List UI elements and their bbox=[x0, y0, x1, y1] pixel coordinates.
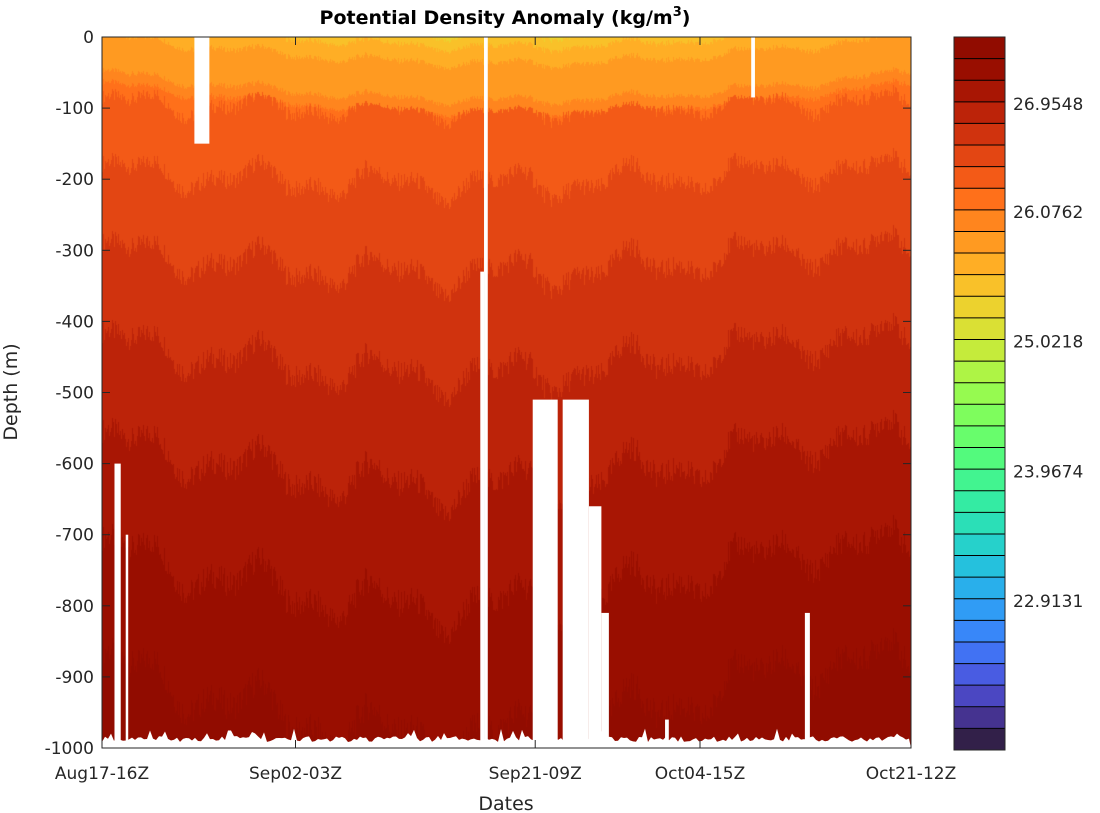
missing-data-gap-9 bbox=[665, 719, 669, 748]
colorbar-level bbox=[954, 296, 1005, 319]
missing-data-gap-5 bbox=[532, 399, 558, 748]
missing-data-gap-1 bbox=[125, 534, 129, 748]
colorbar-level bbox=[954, 382, 1005, 405]
colorbar-tick-label: 26.9548 bbox=[1013, 95, 1083, 115]
colorbar-level bbox=[954, 533, 1005, 557]
x-tick-label: Sep21-09Z bbox=[489, 764, 582, 784]
y-tick-label: -400 bbox=[55, 312, 94, 332]
x-tick-label: Oct21-12Z bbox=[866, 764, 956, 784]
colorbar-tick-label: 23.9674 bbox=[1013, 462, 1083, 482]
x-tick-label: Aug17-16Z bbox=[55, 764, 149, 784]
colorbar-level bbox=[954, 598, 1005, 621]
y-tick-label: -600 bbox=[55, 455, 94, 475]
y-tick-label: -200 bbox=[55, 170, 94, 190]
y-tick-label: -700 bbox=[55, 526, 94, 546]
missing-data-gap-3 bbox=[480, 271, 485, 748]
missing-data-gaps bbox=[102, 37, 911, 748]
colorbar-level bbox=[954, 339, 1005, 362]
colorbar-level bbox=[954, 577, 1005, 600]
y-tick-label: -900 bbox=[55, 668, 94, 688]
missing-data-gap-7 bbox=[588, 506, 602, 748]
colorbar-tick-label: 26.0762 bbox=[1013, 203, 1083, 223]
chart-title: Potential Density Anomaly (kg/m3) bbox=[320, 5, 691, 29]
colorbar-level bbox=[954, 231, 1005, 254]
y-tick-label: 0 bbox=[83, 28, 94, 48]
colorbar-level bbox=[954, 425, 1005, 449]
colorbar-level bbox=[954, 490, 1005, 513]
colorbar-level bbox=[954, 641, 1005, 665]
colorbar-tick-label: 22.9131 bbox=[1013, 592, 1083, 612]
colorbar-level bbox=[954, 37, 1005, 60]
x-axis-label: Dates bbox=[478, 793, 533, 813]
plot-field bbox=[102, 37, 911, 748]
colorbar-level bbox=[954, 123, 1005, 146]
missing-data-gap-6 bbox=[562, 399, 589, 748]
missing-data-gap-0 bbox=[114, 463, 121, 748]
colorbar-level bbox=[954, 274, 1005, 297]
colorbar-level bbox=[954, 728, 1005, 751]
colorbar-level bbox=[954, 404, 1005, 427]
colorbar-level bbox=[954, 512, 1005, 535]
missing-data-gap-11 bbox=[804, 612, 810, 748]
colorbar-level bbox=[954, 253, 1005, 276]
colorbar-level bbox=[954, 706, 1005, 729]
y-tick-label: -100 bbox=[55, 99, 94, 119]
y-axis-label: Depth (m) bbox=[0, 343, 22, 440]
x-tick-label: Oct04-15Z bbox=[655, 764, 745, 784]
colorbar-frame bbox=[953, 36, 1006, 751]
missing-data-gap-8 bbox=[601, 612, 609, 748]
colorbar-level bbox=[954, 101, 1005, 124]
colorbar: 22.9131 23.9674 25.0218 26.0762 26.9548 bbox=[953, 36, 1083, 751]
y-tick-label: -1000 bbox=[45, 739, 94, 759]
colorbar-level bbox=[954, 361, 1005, 384]
colorbar-level bbox=[954, 58, 1005, 81]
y-tick-label: -800 bbox=[55, 597, 94, 617]
y-axis: 0 -100 -200 -300 -400 -500 -600 -700 -800 -900 -10… bbox=[45, 28, 911, 759]
colorbar-level bbox=[954, 80, 1005, 103]
colorbar-level bbox=[954, 555, 1005, 578]
x-tick-label: Sep02-03Z bbox=[249, 764, 342, 784]
missing-data-gap-2 bbox=[194, 37, 210, 144]
colorbar-level bbox=[954, 469, 1005, 492]
colorbar-level bbox=[954, 188, 1005, 211]
y-tick-label: -300 bbox=[55, 241, 94, 261]
colorbar-level bbox=[954, 620, 1005, 643]
density-field-image bbox=[102, 37, 911, 748]
colorbar-tick-label: 25.0218 bbox=[1013, 333, 1083, 353]
missing-data-gap-4 bbox=[484, 37, 488, 748]
missing-data-bottom-edge bbox=[102, 728, 911, 748]
missing-data-gap-10 bbox=[751, 37, 755, 98]
colorbar-level bbox=[954, 317, 1005, 340]
colorbar-level bbox=[954, 145, 1005, 168]
colorbar-level bbox=[954, 663, 1005, 686]
y-tick-label: -500 bbox=[55, 384, 94, 404]
colorbar-level bbox=[954, 447, 1005, 470]
colorbar-level bbox=[954, 209, 1005, 232]
colorbar-level bbox=[954, 166, 1005, 189]
colorbar-level bbox=[954, 685, 1005, 708]
x-axis: Aug17-16Z Sep02-03Z Sep21-09Z Oct04-15Z Oct2… bbox=[55, 37, 956, 784]
